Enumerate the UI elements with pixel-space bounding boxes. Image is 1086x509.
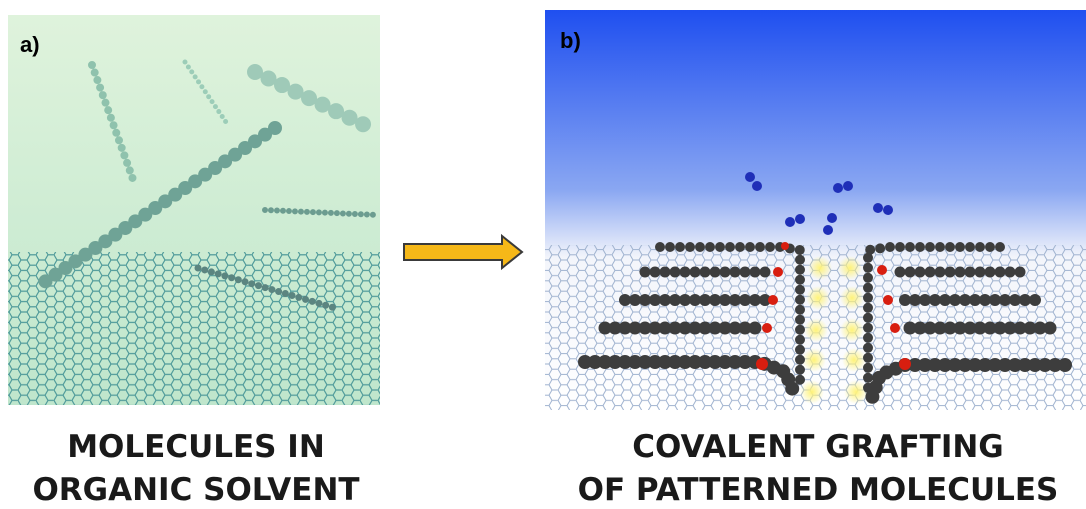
arrow — [404, 236, 522, 268]
figure: a) — [0, 0, 1086, 509]
caption: COVALENT GRAFTING — [632, 429, 1004, 465]
caption: ORGANIC SOLVENT — [32, 472, 359, 508]
panel-label: a) — [20, 32, 40, 57]
graphene-lattice — [8, 252, 380, 405]
caption: MOLECULES IN — [67, 429, 325, 465]
panel-label: b) — [560, 28, 581, 53]
caption: OF PATTERNED MOLECULES — [578, 472, 1059, 508]
panel-a: a) — [8, 15, 380, 405]
panel-b: b) — [545, 10, 1086, 410]
